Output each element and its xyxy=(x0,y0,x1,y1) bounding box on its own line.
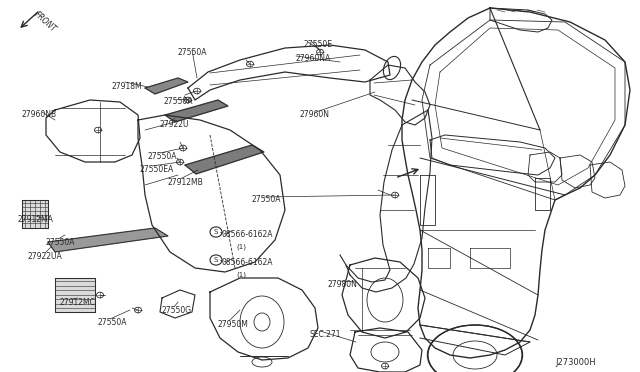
Polygon shape xyxy=(48,228,168,252)
Polygon shape xyxy=(145,78,188,94)
Text: 27550A: 27550A xyxy=(163,97,193,106)
Polygon shape xyxy=(55,278,95,312)
Text: (1): (1) xyxy=(236,271,246,278)
Polygon shape xyxy=(185,145,264,174)
Text: 08566-6162A: 08566-6162A xyxy=(222,230,273,239)
Text: S: S xyxy=(214,229,218,235)
Text: 27922UA: 27922UA xyxy=(28,252,63,261)
Text: 27960N: 27960N xyxy=(300,110,330,119)
Text: 27550A: 27550A xyxy=(98,318,127,327)
Text: 27960NA: 27960NA xyxy=(296,54,332,63)
Text: 27950M: 27950M xyxy=(218,320,249,329)
Text: 27550A: 27550A xyxy=(252,195,282,204)
Text: J273000H: J273000H xyxy=(555,358,596,367)
Text: 27912MC: 27912MC xyxy=(60,298,96,307)
Text: S: S xyxy=(214,257,218,263)
Polygon shape xyxy=(165,100,228,122)
Text: 27918M: 27918M xyxy=(112,82,143,91)
Text: 27550A: 27550A xyxy=(148,152,177,161)
Text: 27980N: 27980N xyxy=(328,280,358,289)
Text: 27922U: 27922U xyxy=(160,120,189,129)
Text: 27550G: 27550G xyxy=(162,306,192,315)
Text: 27550A: 27550A xyxy=(178,48,207,57)
Text: 27912MB: 27912MB xyxy=(168,178,204,187)
Text: 27550EA: 27550EA xyxy=(140,165,174,174)
Polygon shape xyxy=(22,200,48,228)
Text: 27912MA: 27912MA xyxy=(18,215,54,224)
Text: FRONT: FRONT xyxy=(32,10,58,34)
Text: (1): (1) xyxy=(236,243,246,250)
Text: 27550A: 27550A xyxy=(46,238,76,247)
Text: 27960NB: 27960NB xyxy=(22,110,57,119)
Text: 27550E: 27550E xyxy=(304,40,333,49)
Text: SEC.271: SEC.271 xyxy=(310,330,342,339)
Text: 08566-6162A: 08566-6162A xyxy=(222,258,273,267)
